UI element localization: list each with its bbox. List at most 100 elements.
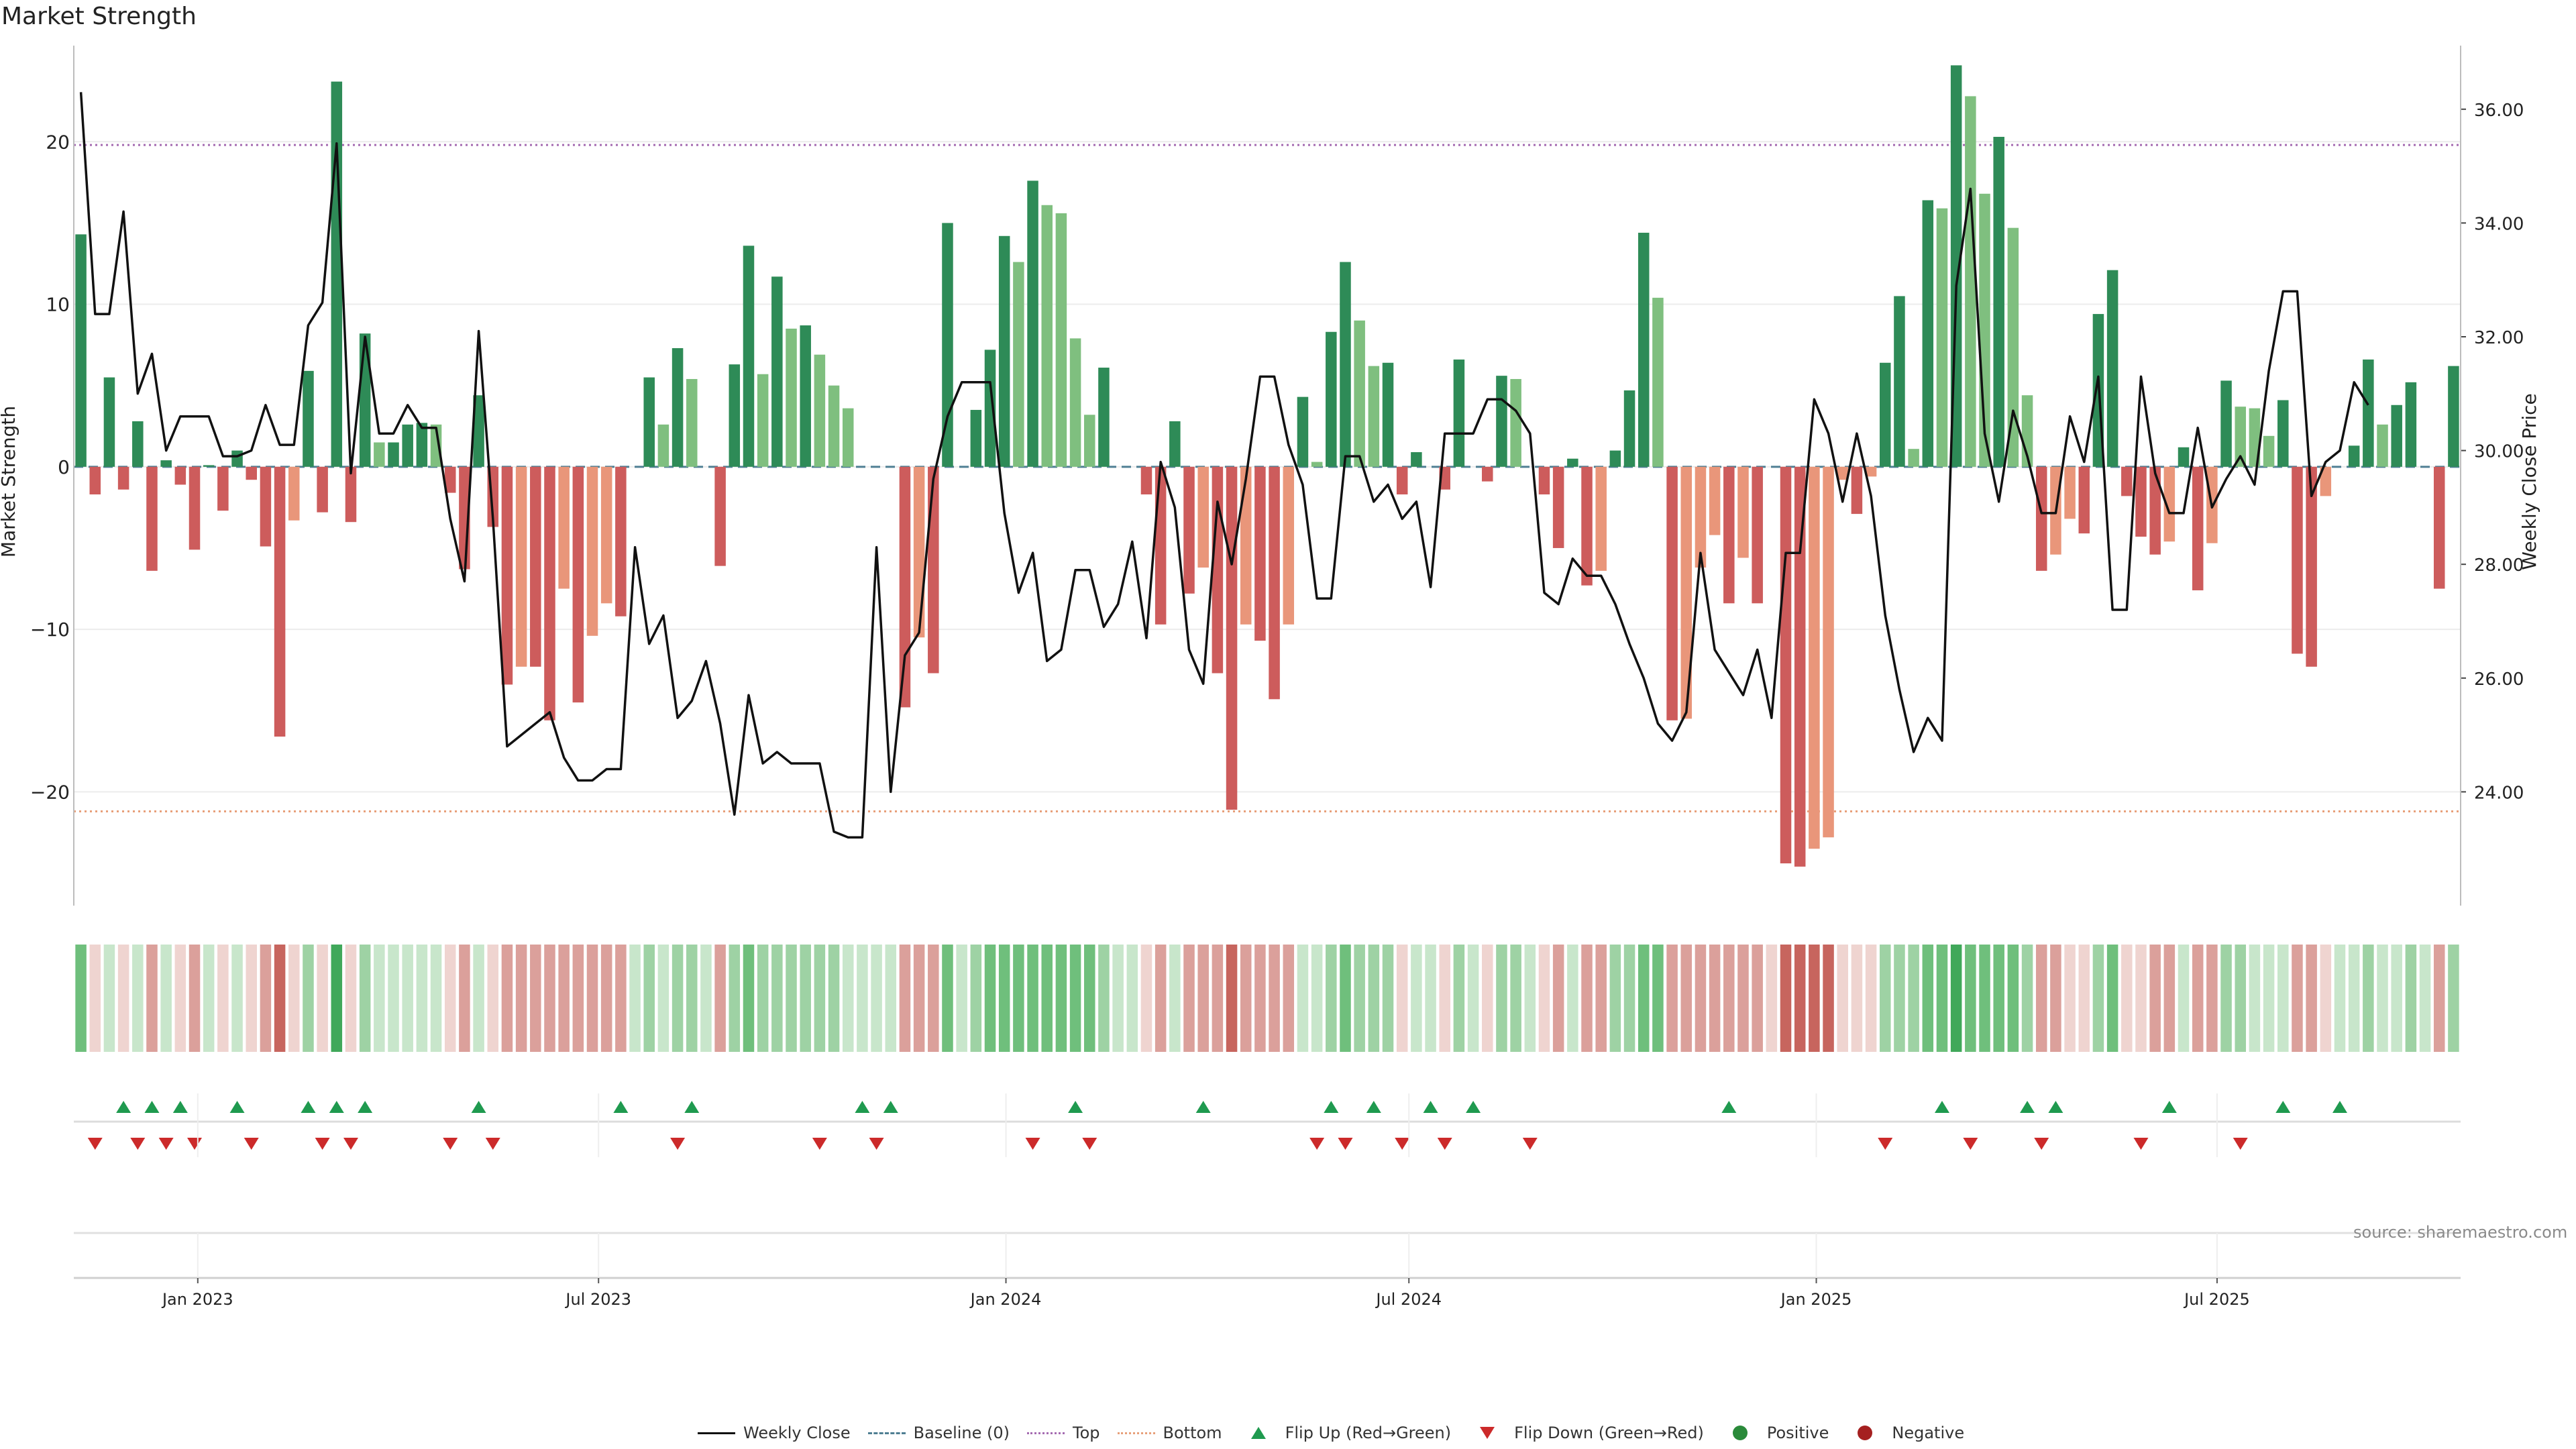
heatmap-cell xyxy=(1098,945,1110,1052)
heatmap-cell xyxy=(984,945,996,1052)
legend-baseline-label: Baseline (0) xyxy=(913,1424,1010,1442)
strength-bars xyxy=(75,65,2459,867)
strength-bar xyxy=(1638,232,1650,467)
flip-up-marker xyxy=(2332,1101,2347,1113)
flip-down-marker xyxy=(87,1138,103,1150)
heatmap-cell xyxy=(132,945,144,1052)
heatmap-cell xyxy=(1623,945,1635,1052)
strength-bar xyxy=(1013,262,1024,467)
heatmap-cell xyxy=(998,945,1010,1052)
strength-bar xyxy=(814,354,826,467)
heatmap-cell xyxy=(729,945,741,1052)
heatmap-cell xyxy=(1638,945,1650,1052)
flip-up-marker xyxy=(329,1101,344,1113)
legend-weekly-close[interactable]: Weekly Close xyxy=(698,1424,851,1442)
strength-bar xyxy=(1482,466,1493,482)
strength-bar xyxy=(1340,262,1351,467)
heatmap-cell xyxy=(1823,945,1834,1052)
heatmap-cell xyxy=(885,945,897,1052)
heatmap-cell xyxy=(459,945,470,1052)
negative-dot-icon xyxy=(1858,1426,1873,1440)
strength-bar xyxy=(2035,466,2047,571)
heatmap-cell xyxy=(174,945,186,1052)
heatmap-cell xyxy=(1084,945,1095,1052)
heatmap-cell xyxy=(1695,945,1707,1052)
flip-down-triangle-icon xyxy=(1480,1427,1495,1439)
strength-bar xyxy=(2220,380,2232,467)
strength-bar xyxy=(942,223,953,467)
heatmap-cell xyxy=(444,945,456,1052)
heatmap-cell xyxy=(572,945,584,1052)
strength-bar xyxy=(288,466,300,521)
heatmap-cell xyxy=(714,945,726,1052)
strength-bar xyxy=(998,235,1010,467)
strength-bar xyxy=(1652,297,1664,467)
strength-bar xyxy=(1936,208,1948,467)
heatmap-cell xyxy=(1368,945,1380,1052)
heatmap-cell xyxy=(2163,945,2176,1052)
heatmap-cell xyxy=(1680,945,1693,1052)
strength-bar xyxy=(1567,458,1578,467)
strength-bar xyxy=(132,421,144,467)
flip-down-marker xyxy=(443,1138,458,1150)
heatmap-cell xyxy=(430,945,442,1052)
heatmap-cell xyxy=(1340,945,1351,1052)
heatmap-cell xyxy=(1041,945,1053,1052)
legend-flip-up[interactable]: Flip Up (Red→Green) xyxy=(1240,1424,1451,1442)
heatmap-cell xyxy=(1354,945,1365,1052)
strength-bar xyxy=(686,378,698,467)
heatmap-cell xyxy=(1666,945,1678,1052)
heatmap-cell xyxy=(1425,945,1436,1052)
heatmap-cell xyxy=(1439,945,1450,1052)
heatmap-cell xyxy=(857,945,868,1052)
weekly-close-line-group xyxy=(79,92,2369,839)
heatmap-cell xyxy=(359,945,371,1052)
heatmap-cell xyxy=(1950,945,1962,1052)
legend-negative[interactable]: Negative xyxy=(1846,1424,1964,1442)
heatmap-cell xyxy=(1155,945,1167,1052)
strength-bar xyxy=(402,424,413,467)
heatmap-cell xyxy=(629,945,641,1052)
strength-bar xyxy=(1254,466,1266,641)
heatmap-cell xyxy=(2377,945,2388,1052)
heatmap-cell xyxy=(75,945,87,1052)
heatmap-cell xyxy=(160,945,172,1052)
heatmap-cell xyxy=(1027,945,1038,1052)
flip-down-marker xyxy=(244,1138,259,1150)
strength-bar xyxy=(1055,213,1067,467)
weekly-close-line xyxy=(79,92,2369,839)
y2-tick-label: 28.00 xyxy=(2474,555,2524,576)
heatmap-cell xyxy=(1226,945,1238,1052)
heatmap-cell xyxy=(956,945,967,1052)
flip-down-marker xyxy=(812,1138,827,1150)
strength-bar xyxy=(1368,366,1380,467)
heatmap-cell xyxy=(643,945,655,1052)
legend-flip-down[interactable]: Flip Down (Green→Red) xyxy=(1468,1424,1704,1442)
flip-down-marker xyxy=(1395,1138,1410,1150)
strength-bar xyxy=(1666,466,1678,720)
heatmap-cell xyxy=(2078,945,2090,1052)
heatmap-cell xyxy=(743,945,755,1052)
strength-bar xyxy=(970,410,982,467)
legend-top[interactable]: Top xyxy=(1027,1424,1100,1442)
strength-bar xyxy=(558,466,570,589)
flip-up-marker xyxy=(883,1101,898,1113)
heatmap-cell xyxy=(1254,945,1266,1052)
legend-bottom[interactable]: Bottom xyxy=(1117,1424,1222,1442)
heatmap-cell xyxy=(1382,945,1394,1052)
strength-bar xyxy=(1723,466,1735,604)
flip-down-marker xyxy=(2233,1138,2248,1150)
heatmap-cell xyxy=(2249,945,2261,1052)
strength-bar xyxy=(1453,359,1465,467)
strength-bar xyxy=(2078,466,2090,534)
heatmap-cell xyxy=(473,945,484,1052)
legend-positive-label: Positive xyxy=(1766,1424,1829,1442)
heatmap-cell xyxy=(331,945,343,1052)
flip-up-marker xyxy=(1934,1101,1949,1113)
heatmap-cell xyxy=(970,945,982,1052)
strength-bar xyxy=(2377,424,2388,467)
legend-positive[interactable]: Positive xyxy=(1721,1424,1829,1442)
legend-baseline[interactable]: Baseline (0) xyxy=(867,1424,1010,1442)
strength-bar xyxy=(1326,331,1337,467)
heatmap-cell xyxy=(1880,945,1891,1052)
